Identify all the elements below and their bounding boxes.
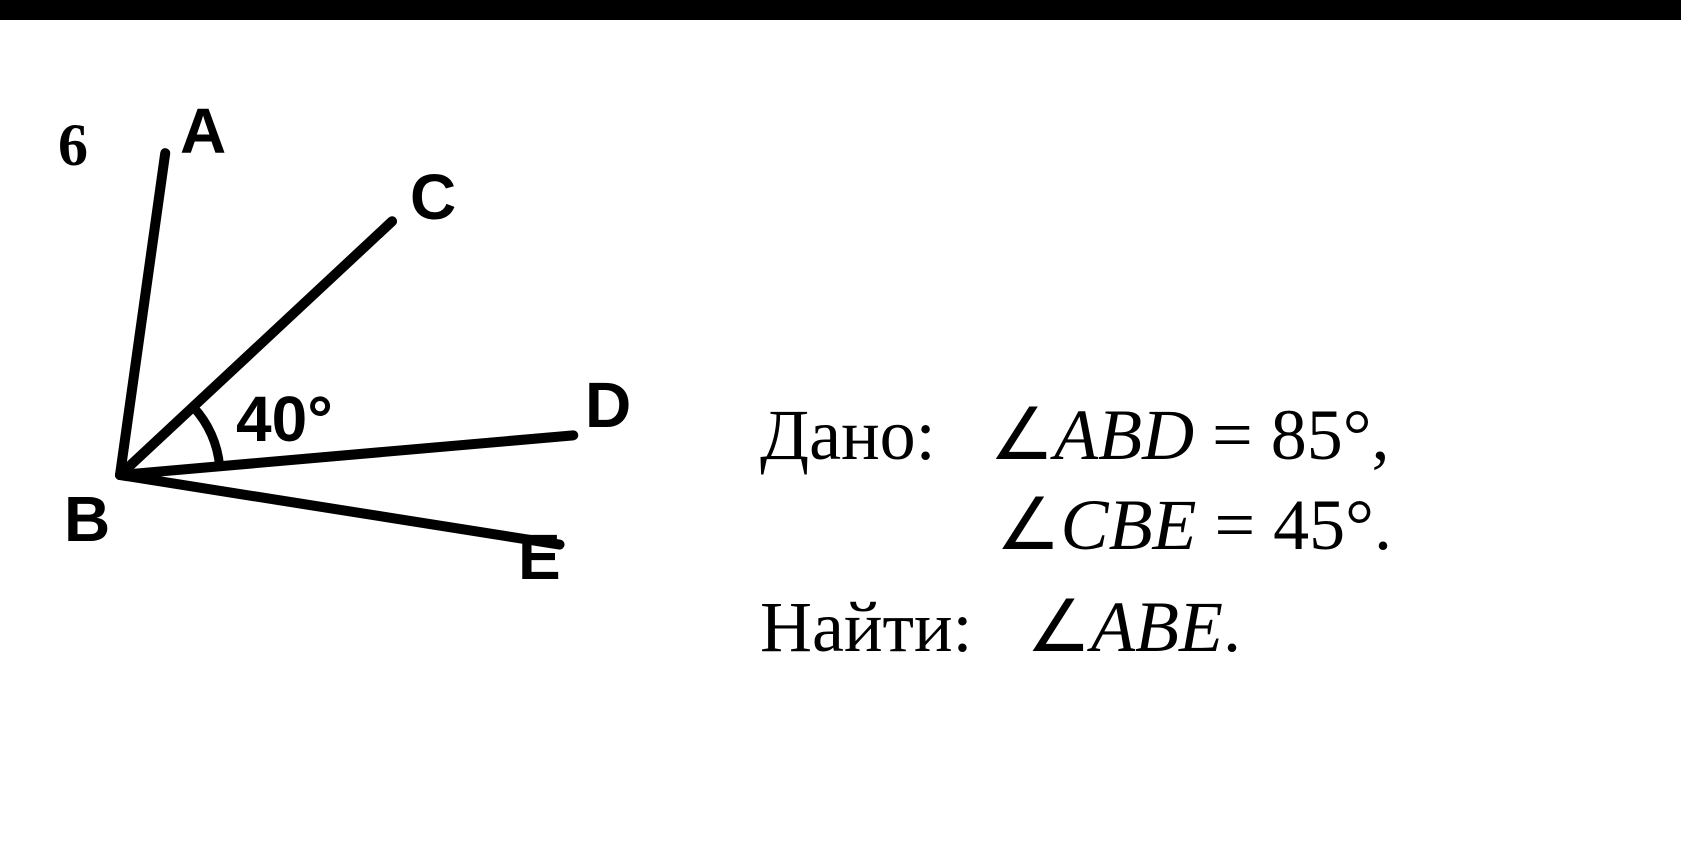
- angle-abd-value: 85°: [1271, 395, 1372, 475]
- angle-abd-name: ABD: [1054, 395, 1194, 475]
- point-label-b: B: [64, 487, 110, 551]
- angle-cbe-value: 45°: [1273, 485, 1374, 565]
- angle-abe-name: ABE: [1091, 587, 1223, 667]
- angle-symbol: ∠: [1026, 587, 1091, 667]
- angle-symbol: ∠: [990, 395, 1055, 475]
- diagram-svg: [40, 95, 680, 615]
- given-heading: Дано:: [760, 395, 936, 475]
- given-line-2: ∠CBE = 45°.: [760, 480, 1392, 570]
- angle-symbol: ∠: [996, 485, 1061, 565]
- point-label-a: A: [180, 99, 226, 163]
- top-black-bar: [0, 0, 1681, 20]
- given-line-1: Дано: ∠ABD = 85°,: [760, 390, 1392, 480]
- angle-cbe-name: CBE: [1061, 485, 1197, 565]
- angle-40-label: 40°: [236, 387, 333, 451]
- problem-text: Дано: ∠ABD = 85°, ∠CBE = 45°. Найти: ∠AB…: [760, 390, 1392, 672]
- point-label-d: D: [585, 373, 631, 437]
- find-line: Найти: ∠ABE.: [760, 582, 1392, 672]
- angle-abd-suffix: ,: [1372, 395, 1390, 475]
- find-heading: Найти:: [760, 587, 972, 667]
- content-area: 6 A C D B E 40° Дано: ∠ABD = 85°, ∠CBE =…: [0, 30, 1681, 864]
- angle-cbe-suffix: .: [1374, 485, 1392, 565]
- point-label-c: C: [410, 165, 456, 229]
- angle-abe-suffix: .: [1223, 587, 1241, 667]
- angle-diagram: 6 A C D B E 40°: [40, 95, 680, 615]
- point-label-e: E: [518, 525, 561, 589]
